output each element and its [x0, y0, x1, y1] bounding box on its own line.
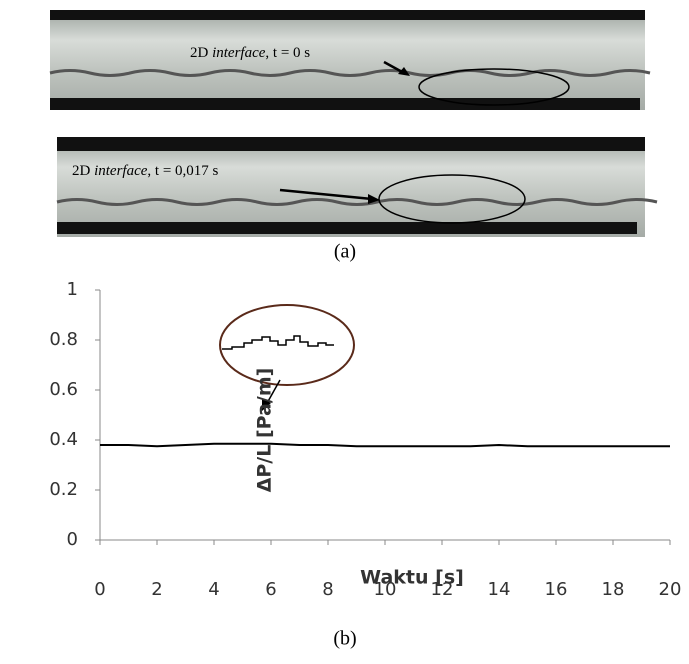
annotation-text: interface	[212, 45, 266, 61]
x-tick-label: 6	[265, 579, 276, 600]
x-tick-label: 20	[659, 579, 682, 600]
y-tick-label: 0.8	[49, 329, 78, 350]
photo-top	[49, 10, 651, 110]
annotation: 2D interface, t = 0,017 s	[72, 163, 219, 179]
annotation-text: , t = 0,017 s	[147, 163, 218, 179]
panel-label: (b)	[333, 628, 356, 650]
y-tick-label: 1	[67, 279, 78, 300]
annotation: 2D interface, t = 0 s	[190, 45, 310, 61]
annotation-text: interface	[94, 163, 148, 179]
y-tick-label: 0.2	[49, 479, 78, 500]
x-tick-label: 16	[545, 579, 568, 600]
annotation-text: 2D	[190, 45, 212, 61]
y-tick-label: 0	[67, 529, 78, 550]
y-tick-label: 0.4	[49, 429, 78, 450]
data-line	[100, 442, 670, 448]
x-tick-label: 18	[602, 579, 625, 600]
panel-label: (a)	[334, 241, 356, 263]
chart: 00.20.40.60.810 2 4 6 8 10 12 14 16 18 20	[49, 279, 681, 600]
photo-bottom	[56, 137, 658, 237]
x-tick-label: 2	[151, 579, 162, 600]
y-tick-label: 0.6	[49, 379, 78, 400]
inset	[219, 304, 355, 411]
annotation-text: 2D	[72, 163, 94, 179]
x-tick-label: 14	[488, 579, 511, 600]
x-tick-label: 4	[208, 579, 219, 600]
x-tick-label: 12	[431, 579, 454, 600]
x-axis-label: Waktu [s]	[360, 567, 464, 589]
y-axis-label: ΔP/L [Pa/m]	[254, 368, 276, 493]
annotation-text: , t = 0 s	[265, 45, 310, 61]
x-tick-label: 10	[374, 579, 397, 600]
x-tick-label: 8	[322, 579, 333, 600]
x-tick-label: 0	[94, 579, 105, 600]
